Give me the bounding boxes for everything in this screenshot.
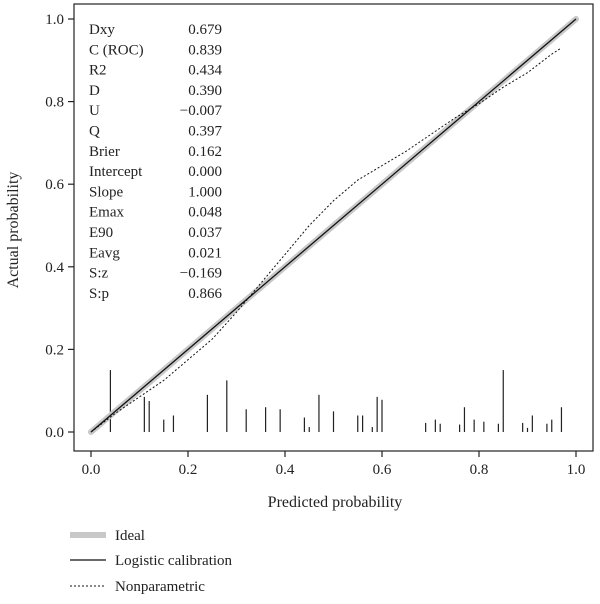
stat-value: 0.434	[188, 63, 222, 79]
plot-area	[88, 16, 579, 435]
x-tick-label: 0.0	[82, 462, 101, 478]
stats-table: Dxy 0.679 C (ROC) 0.839 R2 0.434 D 0.390 U −0.007…	[89, 22, 223, 302]
legend-label: Nonparametric	[115, 579, 205, 595]
stat-value: 0.021	[188, 245, 222, 261]
stat-value: −0.007	[180, 103, 223, 119]
x-tick-label: 0.4	[276, 462, 295, 478]
stat-value: 0.037	[188, 225, 222, 241]
stat-value: 0.000	[188, 164, 222, 180]
x-tick-label: 1.0	[567, 462, 586, 478]
legend-logistic-calibration: Logistic calibration	[70, 553, 233, 569]
stat-value: 0.397	[188, 124, 222, 140]
x-tick-label: 0.2	[179, 462, 198, 478]
stat-value: 0.162	[188, 144, 222, 160]
stat-label: Slope	[89, 184, 124, 200]
legend-nonparametric: Nonparametric	[70, 579, 205, 595]
stat-value: 0.048	[188, 205, 222, 221]
y-tick-label: 0.2	[45, 342, 64, 358]
legend-label: Ideal	[115, 528, 145, 544]
legend-label: Logistic calibration	[115, 553, 233, 569]
axes: 0.0 0.2 0.4 0.6 0.8 1.0 0.0 0.2 0.4 0.6 0.8 1.0	[45, 3, 594, 478]
x-tick-label: 0.8	[470, 462, 489, 478]
stat-label: C (ROC)	[89, 42, 144, 58]
stat-label: D	[89, 83, 100, 99]
logistic-calibration-line	[90, 18, 577, 433]
stat-value: 1.000	[188, 184, 222, 200]
stat-label: Intercept	[89, 164, 143, 180]
nonparametric-line	[90, 47, 562, 433]
stat-label: Brier	[89, 144, 120, 160]
y-tick-label: 0.0	[45, 425, 64, 441]
stat-label: S:p	[89, 286, 109, 302]
stat-label: U	[89, 103, 100, 119]
stat-label: Q	[89, 124, 100, 140]
stat-value: −0.169	[180, 266, 222, 282]
y-tick-label: 1.0	[45, 12, 64, 28]
stat-value: 0.866	[188, 286, 222, 302]
stat-label: Dxy	[89, 22, 115, 38]
stat-label: R2	[89, 63, 107, 79]
stat-label: Emax	[89, 205, 124, 221]
plot-frame	[73, 3, 594, 452]
y-tick-label: 0.6	[45, 177, 64, 193]
stat-label: Eavg	[89, 245, 120, 261]
y-tick-label: 0.8	[45, 95, 64, 111]
stat-value: 0.839	[188, 42, 222, 58]
legend: Ideal Logistic calibration Nonparametric	[70, 528, 233, 595]
x-tick-label: 0.6	[373, 462, 392, 478]
y-axis-label: Actual probability	[5, 172, 22, 289]
y-tick-label: 0.4	[45, 260, 64, 276]
stat-value: 0.679	[188, 22, 222, 38]
stat-label: E90	[89, 225, 113, 241]
legend-ideal: Ideal	[70, 528, 145, 544]
x-axis-label: Predicted probability	[268, 494, 403, 511]
stat-value: 0.390	[188, 83, 222, 99]
stat-label: S:z	[89, 266, 109, 282]
